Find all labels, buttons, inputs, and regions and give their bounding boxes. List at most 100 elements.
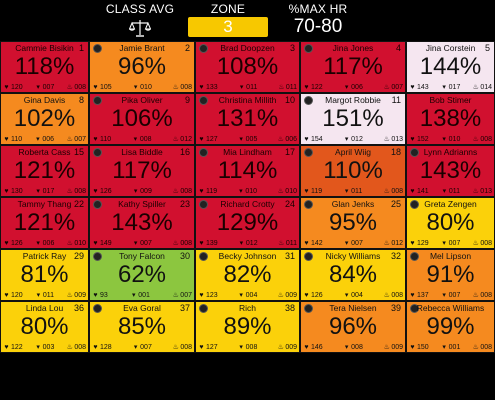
participant-tile[interactable]: Jina Corstein 5 144% ♥ 143 ▾ 017 ♨ 014 [406,41,495,93]
avatar [199,148,208,157]
trophy-icon: ▾ [344,136,349,143]
trophy-stat: ▾ 007 [441,240,460,247]
participant-tile[interactable]: Jina Jones 4 117% ♥ 122 ▾ 006 ♨ 007 [300,41,406,93]
flame-stat: ♨ 011 [278,240,297,247]
participant-tile[interactable]: Mia Lindham 17 114% ♥ 119 ▾ 010 ♨ 010 [195,145,300,197]
participant-number: 29 [73,251,84,261]
heart-stat: ♥ 137 [409,292,428,299]
trophy-stat: ▾ 001 [441,344,460,351]
heart-icon: ♥ [304,136,309,143]
heart-icon: ♥ [199,292,204,299]
flame-value: 012 [391,240,403,247]
participant-tile[interactable]: Tera Nielsen 39 96% ♥ 146 ▾ 008 ♨ 009 [300,301,406,353]
flame-value: 009 [285,344,297,351]
participant-tile[interactable]: Jamie Brant 2 96% ♥ 105 ▾ 010 ♨ 008 [89,41,195,93]
participant-tile[interactable]: Rebecca Williams 99% ♥ 150 ▾ 001 ♨ 008 [406,301,495,353]
heart-value: 126 [311,292,323,299]
trophy-stat: ▾ 012 [343,136,363,143]
zone-section: ZONE 3 [188,2,268,37]
max-hr-percent: 95% [328,209,378,236]
participant-name: Christina Millith [218,95,277,105]
participant-tile[interactable]: Kathy Spiller 23 143% ♥ 149 ▾ 007 ♨ 008 [89,197,195,249]
participant-name: Rich [238,303,256,313]
participant-tile[interactable]: Mel Lipson 91% ♥ 137 ▾ 007 ♨ 008 [406,249,495,301]
avatar [304,200,313,209]
flame-icon: ♨ [66,188,73,195]
participant-tile[interactable]: Bob Stimer 138% ♥ 152 ▾ 010 ♨ 008 [406,93,495,145]
participant-tile[interactable]: Cammie Bisikin 1 118% ♥ 120 ▾ 007 ♨ 008 [0,41,89,93]
tile-stats: ♥ 127 ▾ 008 ♨ 009 [198,344,297,351]
zone-value-badge: 3 [188,17,268,37]
participant-number: 2 [184,43,190,53]
tile-stats: ♥ 141 ▾ 011 ♨ 013 [409,188,492,195]
participant-tile[interactable]: Patrick Ray 29 81% ♥ 120 ▾ 011 ♨ 009 [0,249,89,301]
participant-number: 16 [179,147,190,157]
participant-tile[interactable]: Eva Goral 37 85% ♥ 128 ▾ 007 ♨ 008 [89,301,195,353]
participant-tile[interactable]: Brad Doopzen 3 108% ♥ 133 ▾ 011 ♨ 011 [195,41,300,93]
heart-icon: ♥ [93,344,98,351]
flame-value: 011 [285,84,297,91]
heart-stat: ♥ 129 [409,240,428,247]
flame-value: 007 [74,136,86,143]
flame-icon: ♨ [472,136,479,143]
max-hr-percent: 110% [323,157,383,184]
participant-name: Jamie Brant [119,43,165,53]
participant-tile[interactable]: Glan Jenks 25 95% ♥ 142 ▾ 007 ♨ 012 [300,197,406,249]
participant-name: Nicky Williams [325,251,381,261]
participant-name: Becky Johnson [218,251,277,261]
heart-value: 122 [311,84,323,91]
heart-value: 152 [417,136,429,143]
flame-stat: ♨ 009 [277,344,297,351]
flame-stat: ♨ 008 [172,188,192,195]
participant-tile[interactable]: April Wiig 18 110% ♥ 119 ▾ 011 ♨ 008 [300,145,406,197]
heart-icon: ♥ [4,240,9,247]
participant-tile[interactable]: Tony Falcon 30 62% ♥ 93 ▾ 001 ♨ 007 [89,249,195,301]
flame-value: 008 [480,240,492,247]
flame-icon: ♨ [172,292,179,299]
heart-value: 105 [100,84,112,91]
heart-stat: ♥ 122 [303,84,323,91]
max-hr-percent: 96% [328,313,378,340]
trophy-stat: ▾ 010 [132,84,152,91]
participant-name: Eva Goral [123,303,161,313]
participant-tile[interactable]: Christina Millith 10 131% ♥ 127 ▾ 005 ♨ 006 [195,93,300,145]
participant-tile[interactable]: Lynn Adrianns 143% ♥ 141 ▾ 011 ♨ 013 [406,145,495,197]
avatar [199,200,208,209]
participant-tile[interactable]: Linda Lou 36 80% ♥ 122 ▾ 003 ♨ 008 [0,301,89,353]
trophy-stat: ▾ 004 [238,292,257,299]
participant-tile[interactable]: Becky Johnson 31 82% ♥ 123 ▾ 004 ♨ 009 [195,249,300,301]
participant-tile[interactable]: Lisa Biddle 16 117% ♥ 126 ▾ 009 ♨ 008 [89,145,195,197]
participant-tile[interactable]: Margot Robbie 11 151% ♥ 154 ▾ 012 ♨ 013 [300,93,406,145]
flame-value: 008 [74,188,86,195]
trophy-icon: ▾ [133,344,138,351]
tile-stats: ♥ 127 ▾ 005 ♨ 006 [198,136,297,143]
participant-tile[interactable]: Tammy Thang 22 121% ♥ 126 ▾ 006 ♨ 010 [0,197,89,249]
trophy-value: 011 [42,292,55,299]
heart-value: 149 [100,240,112,247]
class-avg-section: CLASS AVG [105,2,175,38]
flame-icon: ♨ [66,292,73,299]
flame-icon: ♨ [172,188,179,195]
max-hr-percent: 62% [117,261,167,288]
participant-tile[interactable]: Rich 38 89% ♥ 127 ▾ 008 ♨ 009 [195,301,300,353]
participant-name: Roberta Cass [18,147,71,157]
trophy-stat: ▾ 012 [238,240,258,247]
participant-tile[interactable]: Nicky Williams 32 84% ♥ 126 ▾ 004 ♨ 008 [300,249,406,301]
heart-value: 127 [206,136,218,143]
tile-stats: ♥ 122 ▾ 003 ♨ 008 [3,344,86,351]
heart-value: 120 [11,84,23,91]
heart-value: 150 [417,344,429,351]
participant-name: Linda Lou [25,303,64,313]
heart-value: 126 [11,240,23,247]
participant-tile[interactable]: Richard Crotty 24 129% ♥ 139 ▾ 012 ♨ 011 [195,197,300,249]
participant-tile[interactable]: Greta Zengen 80% ♥ 129 ▾ 007 ♨ 008 [406,197,495,249]
max-hr-value: 70-80 [293,16,343,37]
participant-tile[interactable]: Roberta Cass 15 121% ♥ 130 ▾ 017 ♨ 008 [0,145,89,197]
participant-tile[interactable]: Pika Oliver 9 106% ♥ 110 ▾ 008 ♨ 012 [89,93,195,145]
trophy-icon: ▾ [239,292,243,299]
tile-stats: ♥ 105 ▾ 010 ♨ 008 [92,84,192,91]
participant-tile[interactable]: Gina Davis 8 102% ♥ 110 ▾ 006 ♨ 007 [0,93,89,145]
tile-stats: ♥ 93 ▾ 001 ♨ 007 [92,292,192,299]
heart-stat: ♥ 120 [3,84,23,91]
participant-number: 22 [73,199,84,209]
